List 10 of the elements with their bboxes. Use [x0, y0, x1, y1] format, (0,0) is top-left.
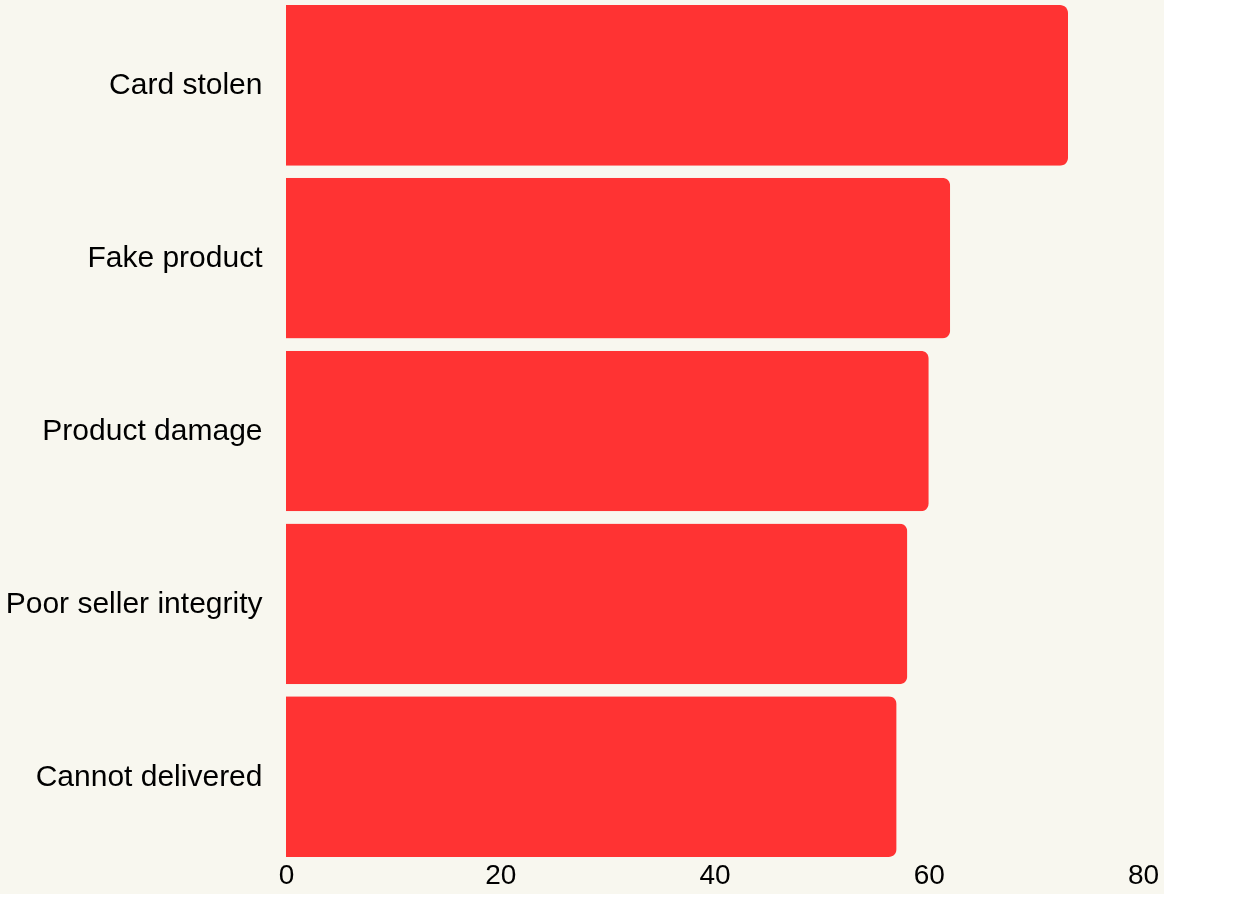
y-tick-label: Cannot delivered — [35, 758, 263, 792]
x-tick-label: 20 — [485, 858, 517, 890]
x-tick-label: 40 — [699, 858, 731, 890]
x-tick-label: 80 — [1127, 858, 1160, 890]
x-tick-label: 0 — [278, 858, 295, 890]
y-tick-label: Card stolen — [109, 67, 263, 101]
y-tick-label: Fake product — [87, 240, 264, 274]
y-tick-label: Product damage — [42, 413, 263, 446]
x-tick-label: 60 — [913, 858, 945, 890]
y-tick-label: Poor seller integrity — [5, 585, 263, 619]
